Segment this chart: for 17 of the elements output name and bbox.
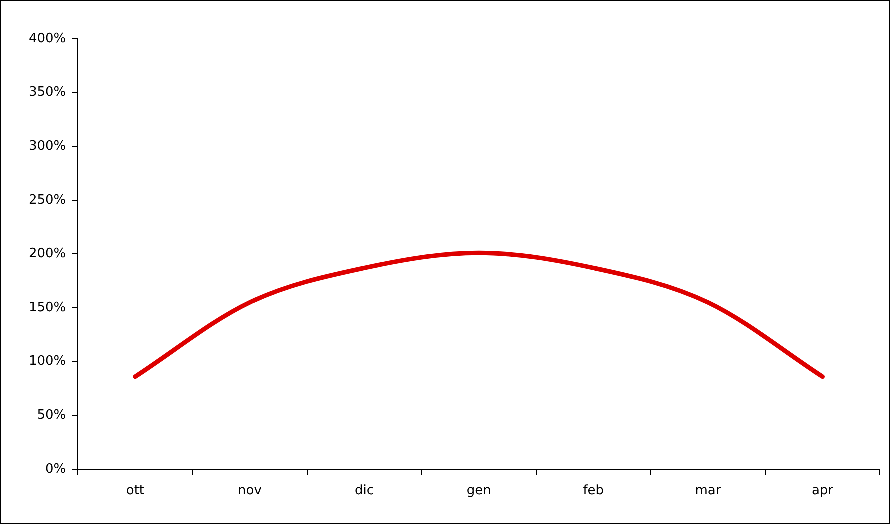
x-tick-label: ott	[126, 484, 145, 499]
y-tick-label: 200%	[28, 246, 66, 262]
x-tick-label: feb	[583, 484, 604, 499]
y-tick-label: 150%	[28, 300, 66, 316]
x-tick-label: nov	[238, 484, 262, 499]
x-tick-label: dic	[355, 484, 374, 499]
y-tick-label: 0%	[46, 462, 66, 477]
y-tick-label: 100%	[28, 354, 66, 370]
y-tick-label: 400%	[28, 31, 66, 46]
y-tick-label: 350%	[28, 85, 66, 100]
x-tick-label: gen	[466, 484, 492, 499]
y-tick-label: 300%	[28, 138, 66, 154]
line-series	[133, 250, 825, 380]
x-tick-label: apr	[812, 484, 834, 499]
y-tick-label: 250%	[28, 192, 66, 208]
x-tick-label: mar	[695, 484, 722, 499]
y-tick-label: 50%	[37, 408, 66, 423]
